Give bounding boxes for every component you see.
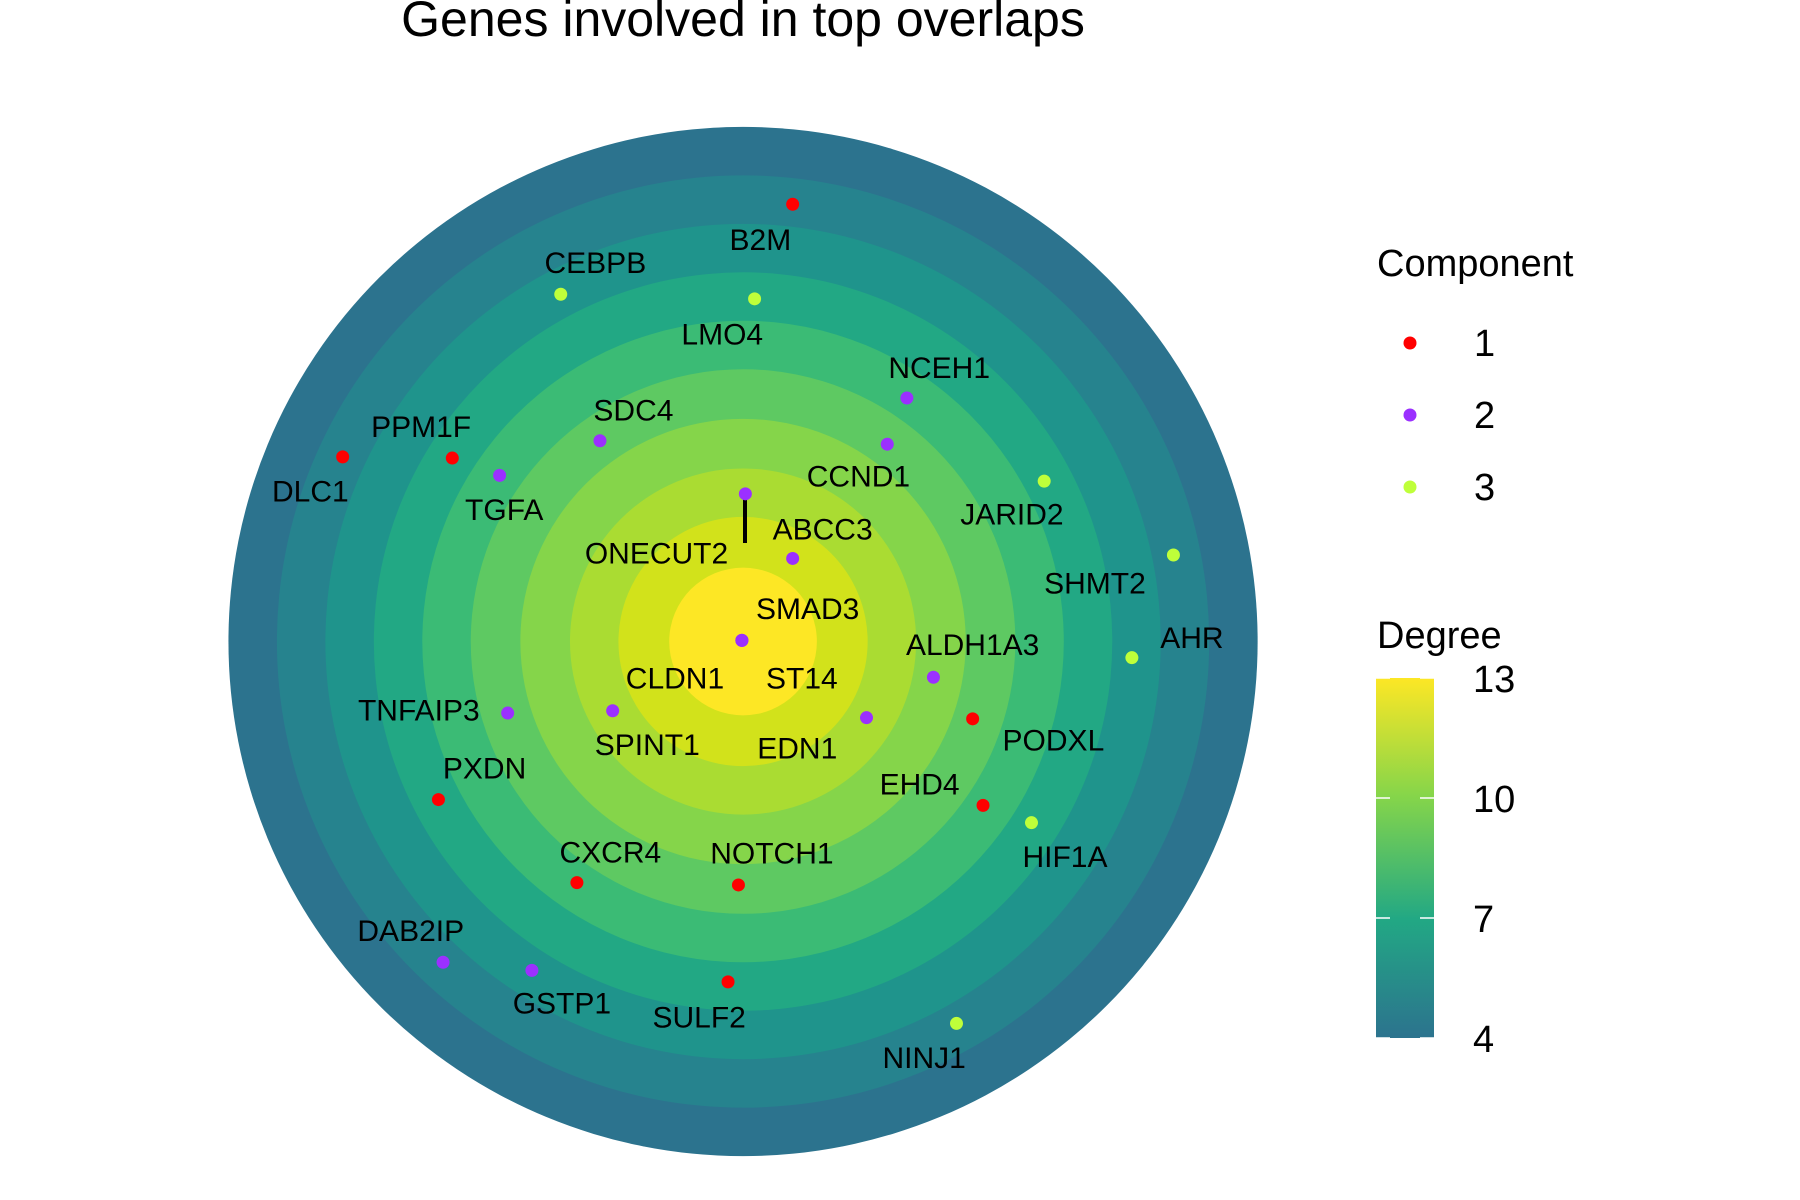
node-label-podxl: PODXL <box>1003 725 1105 758</box>
node-label-abcc3: ABCC3 <box>773 513 873 546</box>
node-edn1[interactable] <box>860 711 874 725</box>
legend-key-component-1 <box>1403 336 1417 350</box>
legend-label-component-2: 2 <box>1474 395 1495 437</box>
node-label-cldn1: CLDN1 <box>626 662 724 695</box>
colorbar-tick-label-7: 7 <box>1473 899 1494 941</box>
node-label-ninj1: NINJ1 <box>883 1042 966 1075</box>
node-cxcr4[interactable] <box>570 876 584 890</box>
colorbar-tick-label-13: 13 <box>1473 659 1515 701</box>
node-label-edn1: EDN1 <box>757 733 837 766</box>
node-cebpb[interactable] <box>554 287 568 301</box>
node-label-smad3: SMAD3 <box>756 593 859 626</box>
node-label-onecut2: ONECUT2 <box>585 538 728 571</box>
node-label-gstp1: GSTP1 <box>513 988 611 1021</box>
degree-colorbar <box>1376 678 1434 1038</box>
node-label-shmt2: SHMT2 <box>1044 568 1146 601</box>
node-podxl[interactable] <box>966 712 980 726</box>
node-label-b2m: B2M <box>730 224 792 257</box>
node-label-dlc1: DLC1 <box>272 475 349 508</box>
node-label-dab2ip: DAB2IP <box>357 915 464 948</box>
node-ccnd1[interactable] <box>880 437 894 451</box>
node-ninj1[interactable] <box>950 1016 964 1030</box>
node-label-cxcr4: CXCR4 <box>560 837 662 870</box>
node-ppm1f[interactable] <box>445 451 459 465</box>
node-abcc3[interactable] <box>786 551 800 565</box>
node-notch1[interactable] <box>731 878 745 892</box>
node-hif1a[interactable] <box>1024 816 1038 830</box>
node-jarid2[interactable] <box>1037 474 1051 488</box>
node-dab2ip[interactable] <box>436 955 450 969</box>
node-label-sdc4: SDC4 <box>593 395 673 428</box>
node-label-hif1a: HIF1A <box>1022 841 1107 874</box>
node-spint1[interactable] <box>606 704 620 718</box>
node-label-ppm1f: PPM1F <box>371 411 471 444</box>
legend-label-component-3: 3 <box>1474 467 1495 509</box>
gene-nodes: SMAD3 CLDN1 ST14 ABCC3 ONECUT2 EDN1 SPINT1 ALDH… <box>272 197 1224 1075</box>
node-label-tgfa: TGFA <box>465 494 543 527</box>
node-pxdn[interactable] <box>431 793 445 807</box>
node-b2m[interactable] <box>786 197 800 211</box>
component-legend-title: Component <box>1377 243 1574 285</box>
node-label-nceh1: NCEH1 <box>888 352 990 385</box>
node-label-jarid2: JARID2 <box>960 498 1063 531</box>
node-nceh1[interactable] <box>900 391 914 405</box>
node-tnfaip3[interactable] <box>501 706 515 720</box>
node-sulf2[interactable] <box>721 975 735 989</box>
node-ahr[interactable] <box>1125 651 1139 665</box>
degree-legend: Degree 13 10 7 4 <box>1376 615 1515 1061</box>
chart-title: Genes involved in top overlaps <box>401 0 1085 47</box>
node-label-lmo4: LMO4 <box>681 318 763 351</box>
node-label-ehd4: EHD4 <box>880 768 960 801</box>
node-ehd4[interactable] <box>976 798 990 812</box>
node-label-sulf2: SULF2 <box>653 1001 746 1034</box>
node-label-spint1: SPINT1 <box>595 729 700 762</box>
node-label-cebpb: CEBPB <box>545 247 647 280</box>
node-dlc1[interactable] <box>336 450 350 464</box>
node-label-ahr: AHR <box>1160 622 1223 655</box>
node-label-notch1: NOTCH1 <box>710 838 833 871</box>
component-legend: Component 1 2 3 <box>1377 243 1574 509</box>
node-shmt2[interactable] <box>1166 548 1180 562</box>
node-st14[interactable] <box>735 633 749 647</box>
legend-key-component-3 <box>1403 480 1417 494</box>
colorbar-tick-label-4: 4 <box>1473 1019 1494 1061</box>
node-aldh1a3[interactable] <box>926 670 940 684</box>
node-label-ccnd1: CCND1 <box>807 460 910 493</box>
node-onecut2[interactable] <box>738 487 752 501</box>
node-tgfa[interactable] <box>493 468 507 482</box>
node-gstp1[interactable] <box>525 963 539 977</box>
node-label-aldh1a3: ALDH1A3 <box>906 629 1039 662</box>
node-sdc4[interactable] <box>593 434 607 448</box>
node-label-st14: ST14 <box>766 662 838 695</box>
node-label-tnfaip3: TNFAIP3 <box>358 695 480 728</box>
legend-label-component-1: 1 <box>1474 323 1495 365</box>
degree-legend-title: Degree <box>1377 615 1502 657</box>
colorbar-tick-label-10: 10 <box>1473 779 1515 821</box>
node-label-pxdn: PXDN <box>443 752 526 785</box>
node-lmo4[interactable] <box>748 292 762 306</box>
legend-key-component-2 <box>1403 408 1417 422</box>
